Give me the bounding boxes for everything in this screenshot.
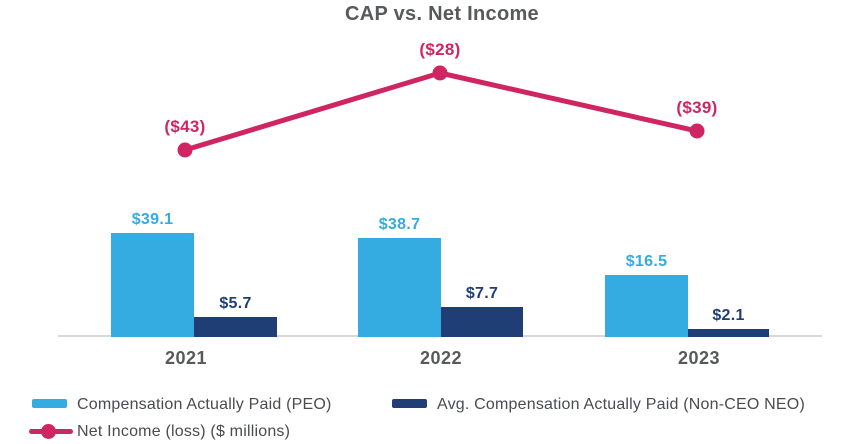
net-income-point-2023 <box>689 123 705 139</box>
bar-neo-2021 <box>194 317 277 337</box>
x-axis-label-2021: 2021 <box>164 348 208 368</box>
bar-label-neo-2023: $2.1 <box>712 307 745 324</box>
bar-label-neo-2021: $5.7 <box>219 295 252 312</box>
net-income-point-2021 <box>177 142 193 158</box>
legend-swatch-peo-bar <box>32 399 67 408</box>
net-income-label-2023: ($39) <box>676 98 718 117</box>
bar-peo-2022 <box>358 238 441 337</box>
bar-label-neo-2022: $7.7 <box>465 285 499 302</box>
bar-peo-2023 <box>605 275 688 337</box>
chart-title: CAP vs. Net Income <box>345 3 539 25</box>
legend-swatch-neo-bar <box>392 399 427 408</box>
bar-label-peo-2023: $16.5 <box>625 253 668 270</box>
net-income-point-2022 <box>432 65 448 81</box>
legend-label-neo: Avg. Compensation Actually Paid (Non-CEO… <box>437 396 805 413</box>
bar-neo-2022 <box>441 307 523 337</box>
bar-neo-2023 <box>688 329 769 337</box>
legend-label-net-income: Net Income (loss) ($ millions) <box>77 423 291 440</box>
bar-label-peo-2021: $39.1 <box>131 211 174 228</box>
x-axis-label-2023: 2023 <box>677 348 721 368</box>
net-income-label-2021: ($43) <box>164 117 206 136</box>
bar-label-peo-2022: $38.7 <box>378 216 421 233</box>
x-axis-label-2022: 2022 <box>419 348 463 368</box>
net-income-line <box>182 70 700 153</box>
legend-dot-icon <box>41 424 56 439</box>
legend-label-peo: Compensation Actually Paid (PEO) <box>77 396 332 413</box>
net-income-label-2022: ($28) <box>419 40 461 59</box>
bar-peo-2021 <box>111 233 194 337</box>
legend-swatch-net-income-line <box>29 424 73 439</box>
